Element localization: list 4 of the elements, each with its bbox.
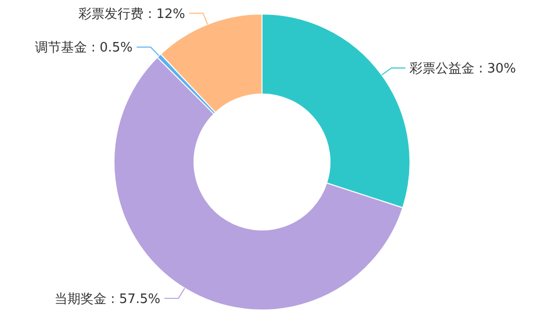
slice-label: 彩票公益金 : 30% <box>409 62 516 77</box>
slice-label: 彩票发行费 : 12% <box>78 6 186 22</box>
slice-label: 当期奖金 : 57.5% <box>54 292 160 307</box>
slice-label: 调节基金 : 0.5% <box>34 40 133 56</box>
